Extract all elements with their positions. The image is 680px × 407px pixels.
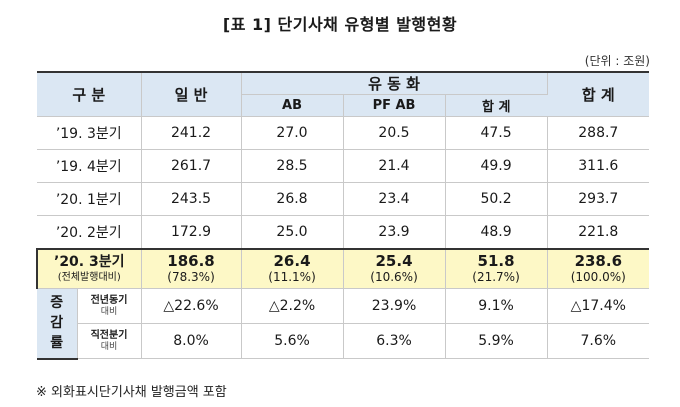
growth-row: 직전분기 대비 8.0% 5.6% 6.3% 5.9% 7.6%	[37, 323, 650, 359]
cell-sub-total: 50.2	[445, 182, 548, 216]
highlight-ab: 26.4	[273, 252, 311, 270]
table-row: ’20. 2분기 172.9 25.0 23.9 48.9 221.8	[37, 215, 650, 250]
highlight-sub-total-pct: (21.7%)	[472, 270, 520, 284]
growth-ab: △2.2%	[241, 288, 344, 324]
header-ab: AB	[241, 94, 344, 117]
cell-ab: 27.0	[241, 116, 344, 150]
cell-ab: 25.0	[241, 215, 344, 250]
growth-label: 직전분기	[90, 329, 128, 341]
cell-pf-ab: 23.9	[343, 215, 446, 250]
growth-label-sub: 대비	[100, 341, 118, 352]
growth-pf-ab: 6.3%	[343, 323, 446, 359]
growth-header: 증감률	[50, 295, 64, 352]
header-sub-total: 합 계	[445, 94, 548, 117]
table-title: [표 1] 단기사채 유형별 발행현황	[222, 15, 458, 34]
growth-ab: 5.6%	[241, 323, 344, 359]
growth-header-cell: 증감률	[37, 288, 78, 360]
highlight-row: ’20. 3분기 (전체발행대비) 186.8 (78.3%) 26.4 (11…	[35, 248, 650, 289]
cell-total: 293.7	[547, 182, 650, 216]
growth-total: 7.6%	[547, 323, 650, 359]
highlight-sub-total-cell: 51.8 (21.7%)	[445, 248, 548, 289]
cell-general: 261.7	[141, 149, 242, 183]
cell-pf-ab: 21.4	[343, 149, 446, 183]
highlight-general-pct: (78.3%)	[167, 270, 215, 284]
highlight-pf-ab-pct: (10.6%)	[370, 270, 418, 284]
growth-label-sub: 대비	[100, 306, 118, 317]
cell-sub-total: 49.9	[445, 149, 548, 183]
cell-general: 243.5	[141, 182, 242, 216]
cell-ab: 28.5	[241, 149, 344, 183]
cell-general: 172.9	[141, 215, 242, 250]
highlight-ab-pct: (11.1%)	[268, 270, 316, 284]
highlight-total-pct: (100.0%)	[570, 270, 626, 284]
highlight-label-sub: (전체발행대비)	[57, 272, 121, 283]
growth-pf-ab: 23.9%	[343, 288, 446, 324]
row-label: ’19. 4분기	[37, 149, 142, 183]
cell-pf-ab: 20.5	[343, 116, 446, 150]
highlight-label: ’20. 3분기	[54, 254, 125, 270]
row-label: ’19. 3분기	[37, 116, 142, 150]
growth-total: △17.4%	[547, 288, 650, 324]
growth-label-cell: 직전분기 대비	[77, 323, 142, 359]
growth-general: 8.0%	[141, 323, 242, 359]
cell-sub-total: 47.5	[445, 116, 548, 150]
highlight-ab-cell: 26.4 (11.1%)	[241, 248, 344, 289]
cell-ab: 26.8	[241, 182, 344, 216]
highlight-sub-total: 51.8	[477, 252, 515, 270]
row-label: ’20. 1분기	[37, 182, 142, 216]
row-label: ’20. 2분기	[37, 215, 142, 250]
highlight-general: 186.8	[167, 252, 215, 270]
highlight-general-cell: 186.8 (78.3%)	[141, 248, 242, 289]
highlight-total: 238.6	[574, 252, 623, 270]
unit-label: (단위 : 조원)	[584, 54, 650, 68]
header-pf-ab: PF AB	[343, 94, 446, 117]
growth-sub-total: 5.9%	[445, 323, 548, 359]
footnote: ※ 외화표시단기사채 발행금액 포함	[36, 385, 227, 400]
table-row: ’19. 4분기 261.7 28.5 21.4 49.9 311.6	[37, 149, 650, 183]
cell-total: 311.6	[547, 149, 650, 183]
cell-total: 221.8	[547, 215, 650, 250]
table-row: ’19. 3분기 241.2 27.0 20.5 47.5 288.7	[37, 116, 650, 150]
growth-row: 증감률 전년동기 대비 △22.6% △2.2% 23.9% 9.1% △17.…	[37, 288, 650, 360]
highlight-pf-ab: 25.4	[375, 252, 413, 270]
highlight-label-cell: ’20. 3분기 (전체발행대비)	[35, 248, 142, 289]
growth-label: 전년동기	[90, 294, 128, 306]
issuance-table: 구 분 일 반 유 동 화 합 계 AB PF AB 합 계 ’19. 3분기 …	[35, 71, 650, 360]
growth-sub-total: 9.1%	[445, 288, 548, 324]
table-row: ’20. 1분기 243.5 26.8 23.4 50.2 293.7	[37, 182, 650, 216]
growth-label-cell: 전년동기 대비	[77, 288, 142, 324]
cell-general: 241.2	[141, 116, 242, 150]
cell-pf-ab: 23.4	[343, 182, 446, 216]
header-category: 구 분	[37, 71, 142, 117]
cell-sub-total: 48.9	[445, 215, 548, 250]
cell-total: 288.7	[547, 116, 650, 150]
highlight-pf-ab-cell: 25.4 (10.6%)	[343, 248, 446, 289]
highlight-total-cell: 238.6 (100.0%)	[547, 248, 650, 289]
growth-general: △22.6%	[141, 288, 242, 324]
header-general: 일 반	[141, 71, 242, 117]
header-securitization: 유 동 화	[241, 71, 548, 95]
header-total: 합 계	[547, 71, 650, 117]
